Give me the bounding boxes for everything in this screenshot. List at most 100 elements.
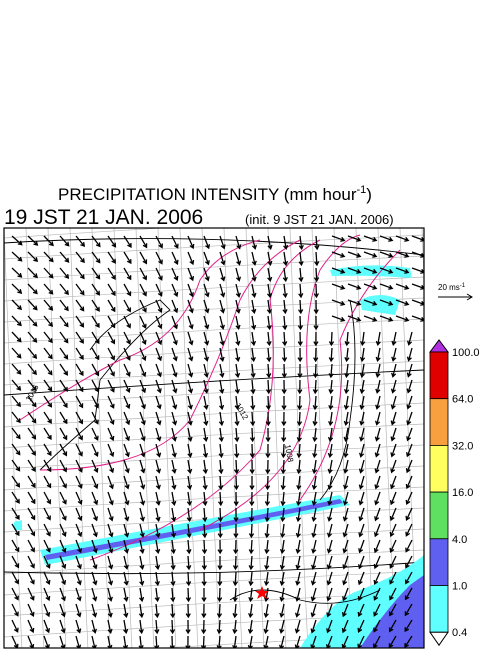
wind-arrow: [201, 555, 207, 571]
wind-arrow: [154, 555, 161, 571]
wind-arrow: [91, 491, 99, 506]
wind-arrow: [139, 395, 146, 410]
wind-arrow: [390, 475, 397, 490]
wind-arrow: [389, 571, 397, 585]
wind-arrow: [123, 475, 130, 490]
graticule: [466, 228, 484, 650]
wind-arrow: [171, 331, 178, 346]
wind-arrow: [347, 299, 362, 306]
wind-arrow: [11, 427, 21, 440]
wind-arrow: [27, 283, 38, 295]
wind-arrow: [390, 427, 397, 442]
wind-arrow: [201, 539, 208, 555]
wind-arrow: [363, 251, 378, 258]
wind-arrow: [233, 491, 239, 507]
wind-arrow: [234, 379, 240, 395]
wind-arrow: [248, 571, 254, 587]
wind-arrow: [296, 491, 302, 507]
wind-arrow: [235, 331, 241, 347]
wind-arrow: [11, 555, 20, 569]
wind-arrow: [59, 619, 66, 634]
wind-arrow: [343, 395, 350, 411]
wind-arrow: [279, 555, 285, 571]
wind-arrow: [27, 331, 38, 343]
wind-arrow: [280, 523, 286, 539]
wind-arrow: [107, 603, 113, 618]
wind-arrow: [359, 443, 365, 458]
wind-arrow: [139, 315, 147, 329]
wind-arrow: [390, 411, 397, 426]
wind-arrow: [75, 363, 84, 377]
graticule: [4, 444, 424, 470]
wind-arrow: [139, 427, 146, 442]
wind-arrow: [75, 347, 84, 361]
graticule: [4, 228, 169, 239]
wind-arrow: [217, 555, 223, 571]
wind-arrow: [75, 539, 83, 554]
graticule: [4, 234, 424, 260]
wind-arrow: [11, 635, 19, 648]
wind-arrow: [43, 603, 51, 618]
wind-arrow: [203, 283, 210, 298]
wind-arrow: [359, 379, 365, 395]
wind-arrow: [75, 635, 82, 648]
wind-arrow: [59, 507, 67, 521]
title-sup: -1: [357, 184, 367, 196]
wind-arrow: [219, 363, 225, 378]
wind-arrow: [389, 555, 397, 569]
wind-arrow: [395, 251, 410, 258]
wind-arrow: [123, 539, 130, 554]
wind-arrow: [123, 619, 129, 635]
wind-arrow: [310, 571, 317, 586]
wind-arrow: [171, 251, 179, 265]
wind-arrow: [363, 315, 378, 322]
wind-arrow: [75, 443, 83, 457]
wind-arrow: [43, 491, 52, 505]
wind-arrow: [328, 411, 334, 427]
isobar: [199, 234, 361, 531]
wind-arrow: [379, 267, 394, 274]
wind-arrow: [373, 523, 381, 538]
wind-arrow: [328, 395, 334, 411]
wind-arrow: [395, 235, 410, 242]
wind-arrow: [295, 523, 301, 539]
wind-arrow: [171, 235, 179, 249]
wind-arrow: [247, 635, 253, 648]
wind-arrow: [297, 379, 303, 395]
colorbar-label: 32.0: [452, 440, 473, 452]
site-star: [255, 586, 269, 599]
wind-arrow: [379, 251, 394, 258]
wind-arrow: [250, 363, 256, 379]
wind-arrow: [390, 395, 397, 410]
wind-arrow: [344, 331, 350, 347]
wind-arrow: [91, 283, 101, 296]
graticule: [245, 228, 265, 648]
wind-arrow: [155, 283, 163, 297]
wind-arrow: [363, 283, 378, 290]
wind-arrow: [187, 395, 193, 410]
wind-arrow: [91, 619, 97, 634]
wind-arrow: [59, 267, 70, 279]
wind-arrow: [347, 267, 362, 274]
wind-arrow: [373, 539, 381, 554]
wind-arrow: [123, 491, 130, 506]
wind-arrow: [123, 235, 132, 249]
wind-arrow: [123, 411, 131, 426]
wind-arrow: [11, 315, 22, 327]
wind-arrow: [232, 587, 238, 603]
wind-arrow: [265, 427, 271, 443]
wind-arrow: [313, 267, 320, 283]
wind-arrow: [379, 235, 394, 242]
wind-arrow: [59, 571, 67, 586]
wind-arrow: [169, 635, 175, 648]
wind-arrow: [311, 523, 317, 538]
wind-arrow: [217, 507, 224, 523]
wind-arrow: [75, 587, 82, 602]
wind-arrow: [312, 379, 319, 395]
wind-arrow: [295, 587, 301, 602]
wind-arrow: [123, 427, 131, 442]
wind-arrow: [251, 267, 257, 282]
wind-arrow: [296, 443, 302, 459]
wind-arrow: [59, 443, 68, 457]
wind-arrow: [312, 411, 318, 427]
